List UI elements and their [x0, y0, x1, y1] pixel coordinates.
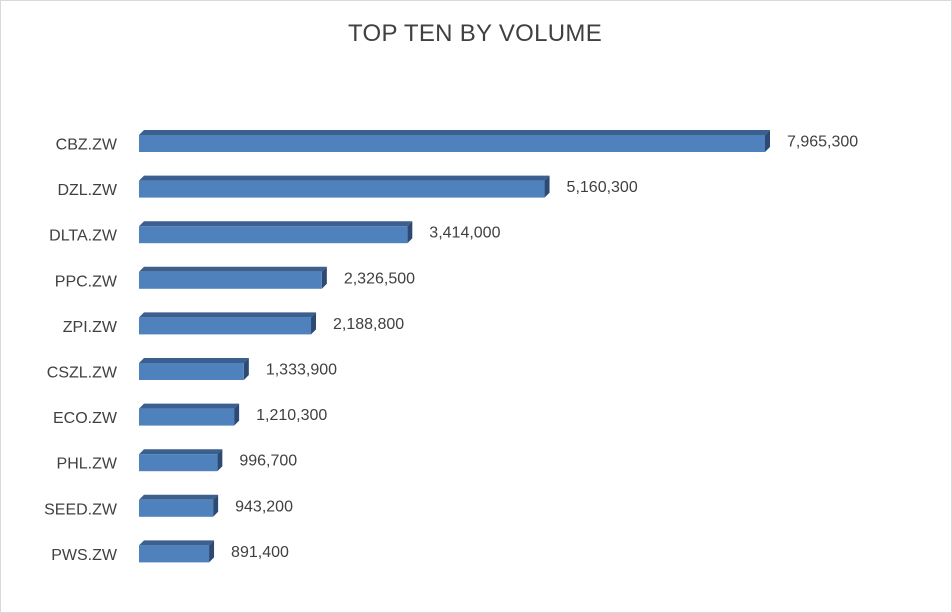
- bar-eco-zw: [139, 403, 240, 426]
- category-label-eco-zw: ECO.ZW: [53, 410, 118, 427]
- category-label-pws-zw: PWS.ZW: [51, 547, 118, 564]
- bar-dzl-zw: [139, 175, 550, 198]
- category-label-cszl-zw: CSZL.ZW: [47, 365, 118, 382]
- value-label-zpi-zw: 2,188,800: [333, 316, 404, 333]
- bar-cszl-zw: [139, 358, 249, 380]
- bar-cbz-zw: [139, 130, 770, 152]
- value-label-cbz-zw: 7,965,300: [787, 134, 858, 151]
- value-label-dlta-zw: 3,414,000: [429, 225, 500, 242]
- value-label-dzl-zw: 5,160,300: [567, 179, 638, 196]
- chart-title: TOP TEN BY VOLUME: [347, 20, 603, 47]
- bar-seed-zw: [139, 494, 219, 517]
- value-label-ppc-zw: 2,326,500: [344, 270, 415, 287]
- value-label-cszl-zw: 1,333,900: [266, 362, 337, 379]
- category-label-ppc-zw: PPC.ZW: [55, 273, 118, 290]
- bar-phl-zw: [139, 449, 223, 472]
- bar-zpi-zw: [139, 312, 317, 335]
- value-label-seed-zw: 943,200: [235, 498, 293, 515]
- category-label-cbz-zw: CBZ.ZW: [56, 137, 118, 154]
- bar-pws-zw: [139, 540, 215, 563]
- category-label-zpi-zw: ZPI.ZW: [63, 319, 118, 336]
- category-label-phl-zw: PHL.ZW: [57, 456, 118, 473]
- value-label-pws-zw: 891,400: [231, 544, 289, 561]
- value-label-eco-zw: 1,210,300: [256, 407, 327, 424]
- category-label-dlta-zw: DLTA.ZW: [49, 228, 118, 245]
- bar-ppc-zw: [139, 266, 327, 289]
- category-label-seed-zw: SEED.ZW: [44, 501, 118, 518]
- bar-dlta-zw: [139, 221, 413, 244]
- category-label-dzl-zw: DZL.ZW: [57, 182, 117, 199]
- value-label-phl-zw: 996,700: [239, 453, 297, 470]
